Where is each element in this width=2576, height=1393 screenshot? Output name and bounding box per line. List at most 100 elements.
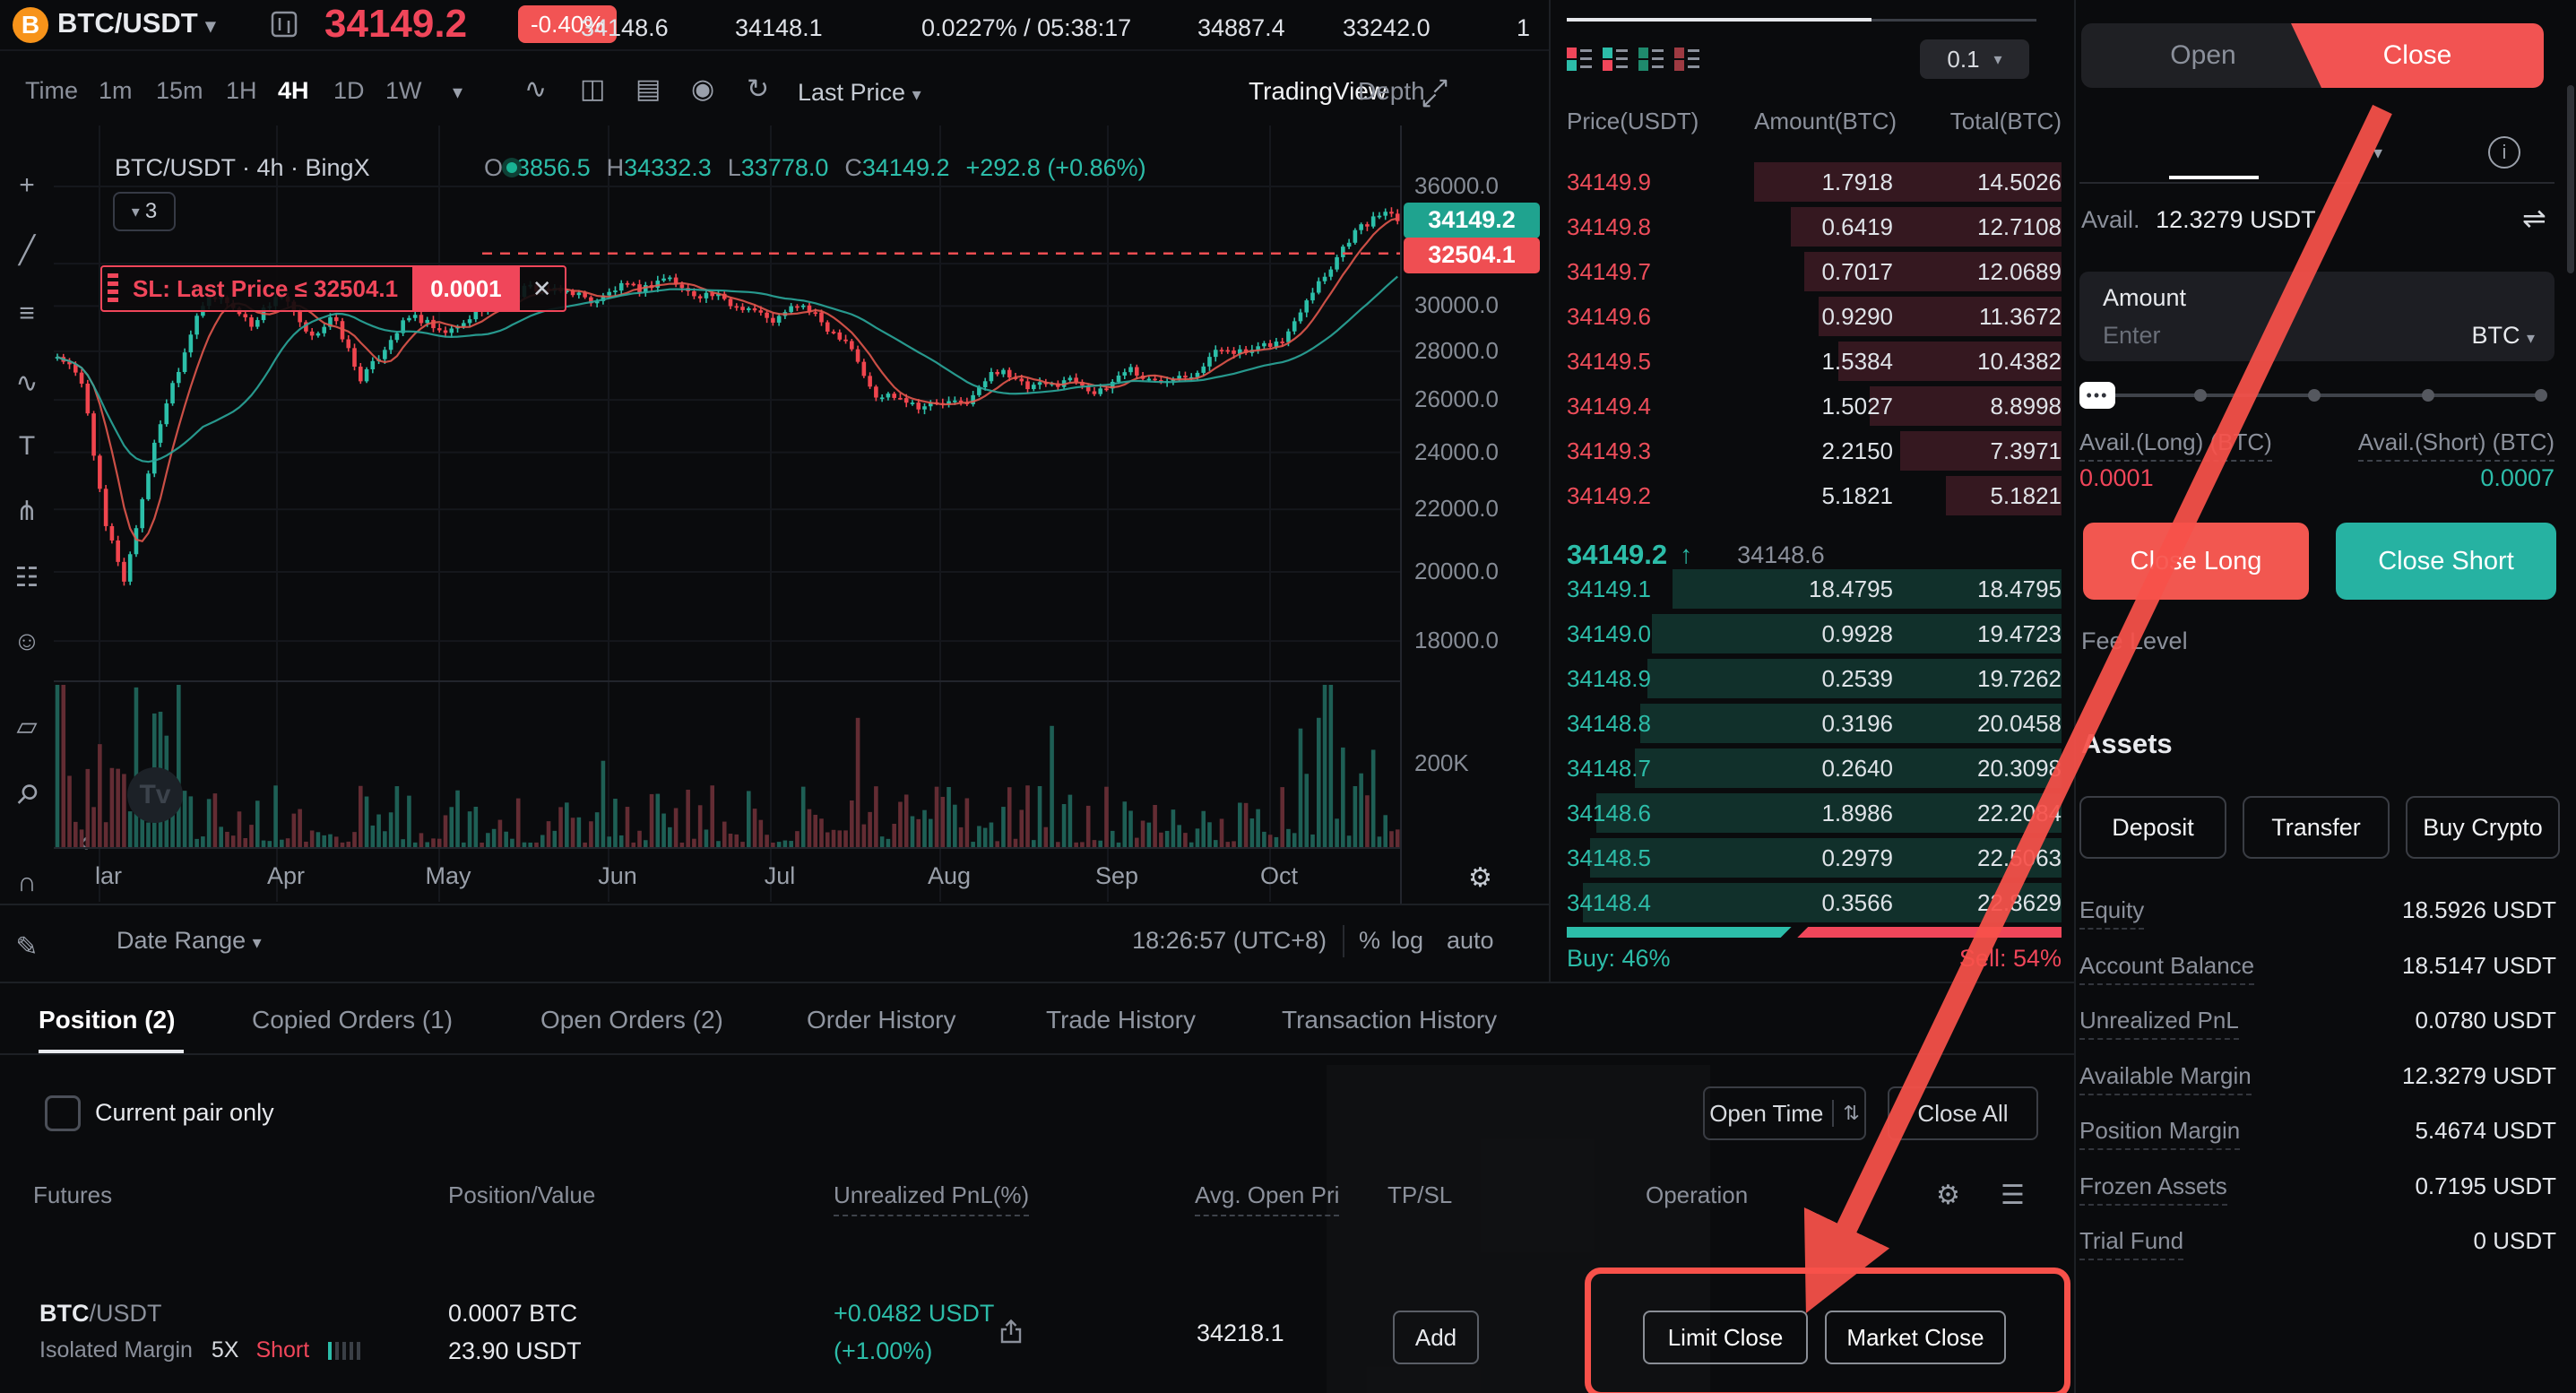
transfer-button[interactable]: Transfer xyxy=(2243,796,2390,859)
positions-tab-6[interactable]: Transaction History xyxy=(1282,1006,1498,1034)
buy-crypto-button[interactable]: Buy Crypto xyxy=(2406,796,2560,859)
bid-row[interactable]: 34148.7 0.2640 20.3098 xyxy=(1567,746,2062,791)
last-trade-row[interactable]: 34149.2 ↑ 34148.6 xyxy=(1567,531,2062,579)
asset-label[interactable]: Available Margin xyxy=(2079,1062,2252,1095)
market-close-button[interactable]: Market Close xyxy=(1825,1311,2006,1364)
current-pair-checkbox[interactable] xyxy=(45,1095,81,1131)
open-time-sort-button[interactable]: Open Time ⇅ xyxy=(1703,1086,1866,1140)
bid-row[interactable]: 34148.8 0.3196 20.0458 xyxy=(1567,701,2062,746)
interval-15m[interactable]: 15m xyxy=(156,77,203,104)
ask-row[interactable]: 34149.6 0.9290 11.3672 xyxy=(1567,294,2062,339)
amount-slider[interactable]: ••• xyxy=(2079,380,2554,411)
channels-tool[interactable]: ≡ xyxy=(19,298,35,328)
interval-1W[interactable]: 1W xyxy=(385,77,422,104)
view-tab-TradingView[interactable]: TradingView xyxy=(1249,77,1387,105)
positions-tab-4[interactable]: Order History xyxy=(807,1006,956,1034)
scale-auto[interactable]: auto xyxy=(1447,927,1494,954)
filter-settings-icon[interactable]: ⚙ xyxy=(1936,1181,1960,1210)
scale-log[interactable]: log xyxy=(1391,927,1424,954)
slider-dot-75[interactable] xyxy=(2422,389,2434,402)
orderbook-grid-icon[interactable] xyxy=(1603,47,1628,72)
asset-label[interactable]: Account Balance xyxy=(2079,952,2255,985)
draw-lock-tool[interactable]: ✎ xyxy=(15,932,39,962)
trendline-tool[interactable]: ╱ xyxy=(18,236,36,265)
ask-row[interactable]: 34149.5 1.5384 10.4382 xyxy=(1567,339,2062,384)
slider-dot-100[interactable] xyxy=(2535,389,2547,402)
candlestick-chart[interactable] xyxy=(54,125,1400,904)
interval-1m[interactable]: 1m xyxy=(99,77,133,104)
axis-settings-icon[interactable]: ⚙ xyxy=(1468,863,1492,893)
position-row[interactable]: BTC/USDT Isolated Margin 5X Short 0.0007… xyxy=(0,1282,2074,1389)
positions-tab-2[interactable]: Copied Orders (1) xyxy=(252,1006,454,1034)
tab-open[interactable]: Open xyxy=(2081,23,2325,88)
close-icon[interactable]: ✕ xyxy=(532,274,552,302)
kline-panel-icon[interactable] xyxy=(269,9,299,39)
emoji-tool[interactable]: ☺ xyxy=(13,627,41,656)
bid-row[interactable]: 34148.9 0.2539 19.7262 xyxy=(1567,656,2062,701)
col-header-3[interactable]: Unrealized PnL(%) xyxy=(834,1181,1030,1216)
fee-level-link[interactable]: Fee Level xyxy=(2081,627,2188,654)
positions-tab-5[interactable]: Trade History xyxy=(1046,1006,1197,1034)
collapse-toolbar-chevron[interactable]: ‹ xyxy=(79,825,90,859)
close-long-button[interactable]: Close Long xyxy=(2083,523,2309,600)
candle-settings-icon[interactable]: ◫ xyxy=(580,74,606,104)
forecast-tool[interactable]: ☷ xyxy=(14,563,39,593)
orderbook-bids-icon[interactable] xyxy=(1638,47,1664,72)
share-icon[interactable] xyxy=(997,1318,1025,1346)
reload-icon[interactable]: ↻ xyxy=(747,74,770,104)
ruler-tool[interactable]: ▱ xyxy=(16,712,38,741)
ask-row[interactable]: 34149.7 0.7017 12.0689 xyxy=(1567,249,2062,294)
ask-row[interactable]: 34149.9 1.7918 14.5026 xyxy=(1567,160,2062,204)
close-short-button[interactable]: Close Short xyxy=(2336,523,2556,600)
snapshot-icon[interactable]: ◉ xyxy=(691,74,715,104)
slider-dot-50[interactable] xyxy=(2308,389,2321,402)
deposit-button[interactable]: Deposit xyxy=(2079,796,2226,859)
ask-row[interactable]: 34149.3 2.2150 7.3971 xyxy=(1567,428,2062,473)
slider-handle[interactable]: ••• xyxy=(2079,382,2115,409)
indicators-icon[interactable]: ∿ xyxy=(524,74,548,104)
legend-collapse-chip[interactable]: ▾ 3 xyxy=(113,192,176,231)
pattern-tool[interactable]: ⋔ xyxy=(15,497,39,526)
ask-row[interactable]: 34149.8 0.6419 12.7108 xyxy=(1567,204,2062,249)
view-tab-Depth[interactable]: Depth xyxy=(1358,77,1425,105)
transfer-icon[interactable]: ⇌ xyxy=(2522,202,2546,234)
order-panel-icon[interactable]: ▤ xyxy=(635,74,661,104)
asset-label[interactable]: Equity xyxy=(2079,896,2145,930)
date-range-selector[interactable]: Date Range ▾ xyxy=(117,927,262,955)
interval-1D[interactable]: 1D xyxy=(333,77,365,104)
info-icon[interactable]: i xyxy=(2488,136,2520,169)
asset-label[interactable]: Frozen Assets xyxy=(2079,1172,2227,1206)
brush-tool[interactable]: ∿ xyxy=(15,368,39,398)
bid-row[interactable]: 34149.1 18.4795 18.4795 xyxy=(1567,567,2062,611)
magnet-tool[interactable]: ∩ xyxy=(17,868,37,897)
zoom-in-tool[interactable]: ⚲ xyxy=(9,777,45,812)
drag-handle[interactable] xyxy=(108,273,118,304)
precision-dropdown[interactable]: 0.1 ▾ xyxy=(1920,39,2029,79)
bid-row[interactable]: 34148.6 1.8986 22.2084 xyxy=(1567,791,2062,835)
symbol-selector[interactable]: BTC/USDT ▾ xyxy=(57,7,215,39)
legend-title[interactable]: BTC/USDT · 4h · BingX xyxy=(115,154,370,181)
interval-1H[interactable]: 1H xyxy=(226,77,257,104)
bid-row[interactable]: 34148.4 0.3566 22.8629 xyxy=(1567,880,2062,925)
add-tpsl-button[interactable]: Add xyxy=(1393,1311,1479,1364)
amount-input-box[interactable]: Amount Enter BTC ▾ xyxy=(2079,272,2554,361)
orderbook-both-icon[interactable] xyxy=(1567,47,1592,72)
fullscreen-icon[interactable]: ↗ xyxy=(1431,72,1450,99)
positions-tab-1[interactable]: Position (2) xyxy=(39,1006,176,1034)
limit-close-button[interactable]: Limit Close xyxy=(1643,1311,1808,1364)
text-tool[interactable]: T xyxy=(18,431,36,461)
scrollbar-thumb[interactable] xyxy=(2567,85,2574,273)
avail-long-label[interactable]: Avail.(Long) (BTC) xyxy=(2079,428,2272,462)
ask-list[interactable]: 34149.9 1.7918 14.5026 34149.8 0.6419 12.7… xyxy=(1567,160,2062,518)
bid-row[interactable]: 34148.5 0.2979 22.5063 xyxy=(1567,835,2062,880)
amount-unit-selector[interactable]: BTC ▾ xyxy=(2471,322,2535,350)
asset-label[interactable]: Trial Fund xyxy=(2079,1227,2184,1260)
asset-label[interactable]: Position Margin xyxy=(2079,1117,2241,1150)
interval-Time[interactable]: Time xyxy=(25,77,78,104)
bid-row[interactable]: 34149.0 0.9928 19.4723 xyxy=(1567,611,2062,656)
tab-close[interactable]: Close xyxy=(2291,23,2544,88)
crosshair-tool[interactable]: + xyxy=(19,170,35,200)
ask-row[interactable]: 34149.2 5.1821 5.1821 xyxy=(1567,473,2062,518)
collapse-list-icon[interactable]: ☰ xyxy=(2001,1181,2025,1210)
price-mode-selector[interactable]: Last Price ▾ xyxy=(798,79,921,107)
